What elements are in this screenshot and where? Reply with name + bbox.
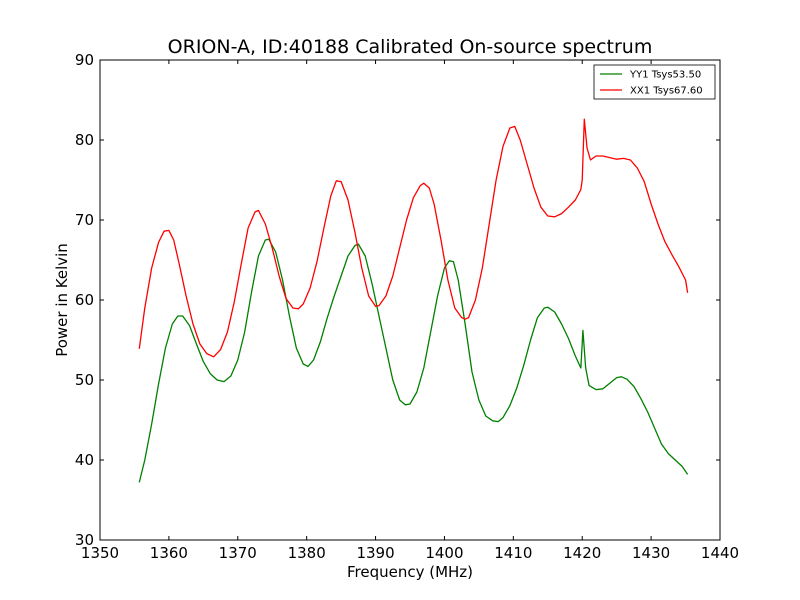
series-line-1 — [138, 238, 689, 483]
legend-label-2: XX1 Tsys67.60 — [630, 86, 703, 97]
y-tick-label: 30 — [75, 531, 94, 549]
x-tick-label: 1420 — [563, 544, 601, 562]
x-tick-label: 1400 — [425, 544, 463, 562]
y-tick-label: 40 — [75, 451, 94, 469]
y-tick-label: 80 — [75, 131, 94, 149]
x-tick-label: 1350 — [81, 544, 119, 562]
x-tick-label: 1380 — [288, 544, 326, 562]
chart-title: ORION-A, ID:40188 Calibrated On-source s… — [168, 36, 653, 58]
y-tick-label: 70 — [75, 211, 94, 229]
x-tick-label: 1430 — [632, 544, 670, 562]
x-axis-label: Frequency (MHz) — [347, 563, 473, 581]
y-tick-label: 60 — [75, 291, 94, 309]
x-tick-label: 1410 — [494, 544, 532, 562]
plot-background — [100, 60, 720, 540]
y-axis-label: Power in Kelvin — [53, 243, 71, 357]
x-tick-label: 1440 — [701, 544, 739, 562]
x-tick-label: 1390 — [356, 544, 394, 562]
series-layer — [138, 118, 689, 483]
x-tick-label: 1370 — [219, 544, 257, 562]
x-tick-label: 1360 — [150, 544, 188, 562]
legend-box — [593, 64, 716, 100]
legend-label-1: YY1 Tsys53.50 — [629, 70, 701, 81]
legend: YY1 Tsys53.50 XX1 Tsys67.60 — [593, 64, 716, 100]
y-tick-label: 90 — [75, 51, 94, 69]
plot-area — [100, 60, 720, 540]
y-tick-label: 50 — [75, 371, 94, 389]
series-line-2 — [138, 118, 689, 358]
axes-layer: 1350 1360 1370 1380 1390 1400 1410 1420 1430 1440… — [75, 51, 739, 562]
